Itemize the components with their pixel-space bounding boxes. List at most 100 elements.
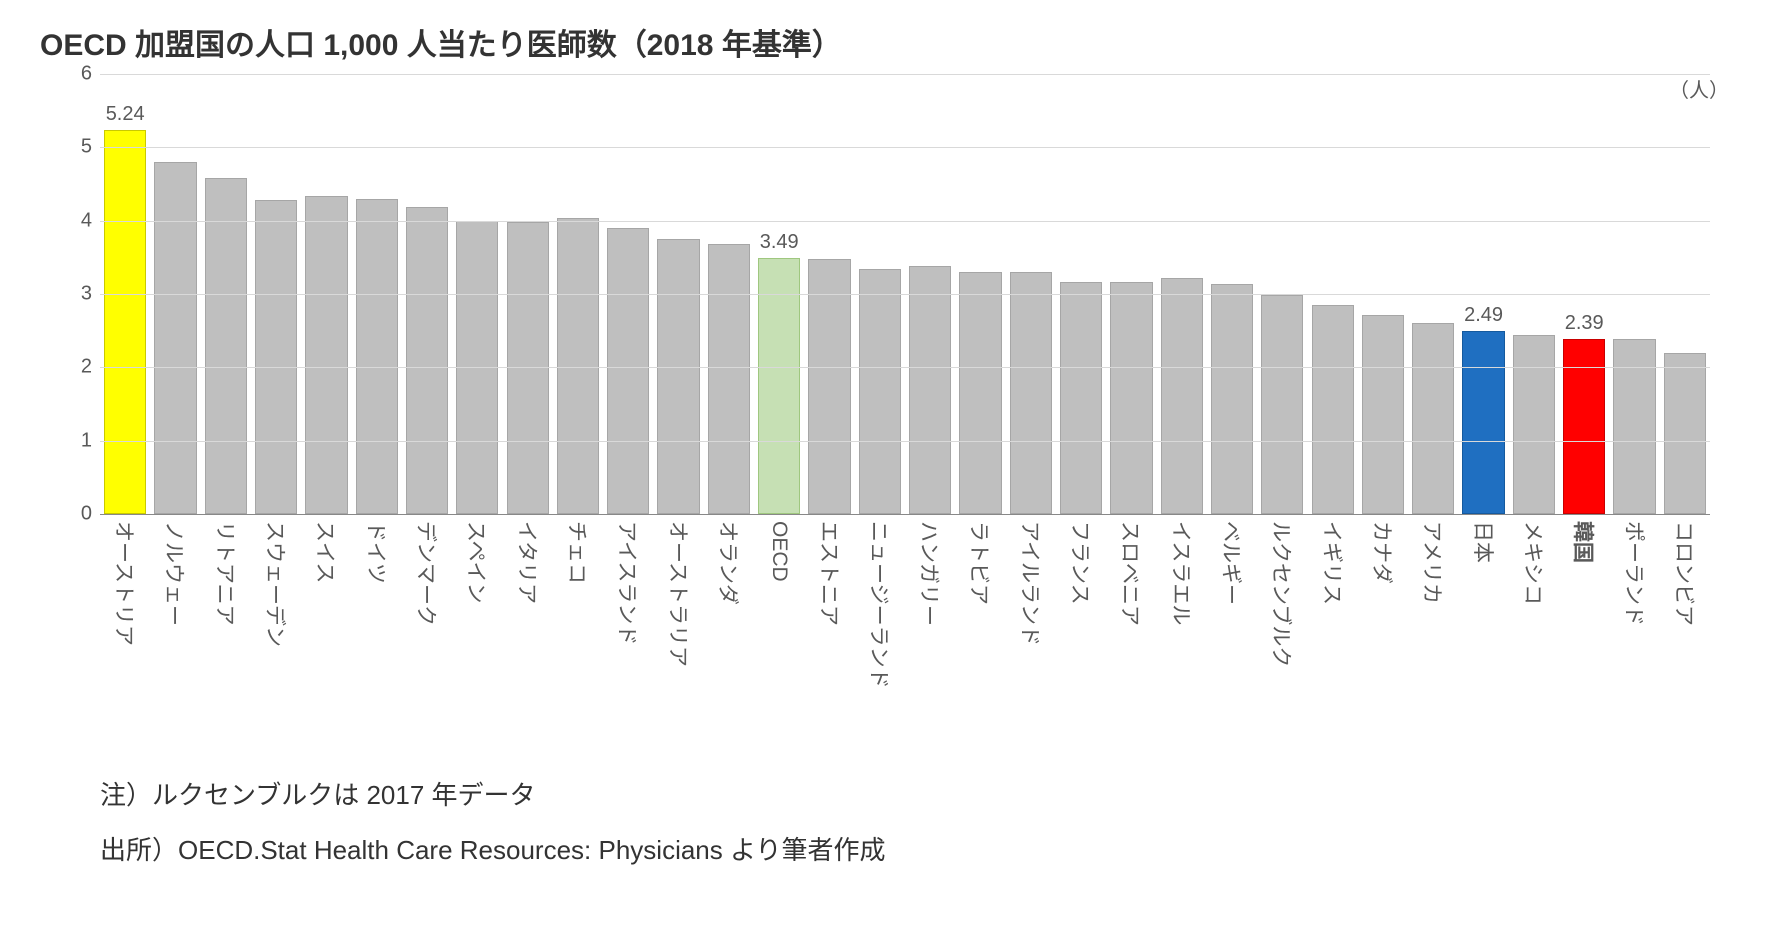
bar [1362, 315, 1404, 514]
bar [1412, 323, 1454, 514]
x-axis-category-label: アイルランド [1016, 521, 1046, 646]
x-axis-category-label: オランダ [714, 521, 744, 605]
x-label-slot: エストニア [804, 515, 854, 755]
x-axis-category-label: リトアニア [211, 521, 241, 626]
bar [1161, 278, 1203, 514]
x-axis-category-label: メキシコ [1519, 521, 1549, 605]
x-axis-category-label: ルクセンブルク [1267, 521, 1297, 667]
x-label-slot: オランダ [704, 515, 754, 755]
bar [1613, 339, 1655, 514]
x-axis-category-label: 韓国 [1569, 521, 1599, 563]
bar [859, 269, 901, 514]
bar [909, 266, 951, 514]
x-label-slot: フランス [1056, 515, 1106, 755]
grid-line [100, 367, 1710, 368]
x-axis-category-label: ドイツ [362, 521, 392, 584]
x-axis-category-label: エストニア [815, 521, 845, 626]
x-label-slot: 韓国 [1559, 515, 1609, 755]
bar [406, 207, 448, 514]
y-tick-label: 0 [81, 503, 100, 526]
bar [1312, 305, 1354, 514]
notes-block: 注）ルクセンブルクは 2017 年データ 出所）OECD.Stat Health… [100, 775, 1739, 867]
y-tick-label: 4 [81, 209, 100, 232]
x-label-slot: スイス [301, 515, 351, 755]
value-label: 5.24 [106, 103, 145, 126]
y-tick-label: 3 [81, 283, 100, 306]
value-label: 2.39 [1565, 312, 1604, 335]
x-axis-category-label: アイスランド [613, 521, 643, 645]
x-axis-category-label: オーストリア [110, 521, 140, 646]
bar [205, 178, 247, 514]
x-axis-category-label: スペイン [462, 521, 492, 604]
x-label-slot: チェコ [553, 515, 603, 755]
x-label-slot: リトアニア [201, 515, 251, 755]
y-tick-label: 2 [81, 356, 100, 379]
x-label-slot: スウェーデン [251, 515, 301, 755]
x-axis-category-label: フランス [1066, 521, 1096, 605]
bar [1211, 284, 1253, 514]
x-label-slot: スペイン [452, 515, 502, 755]
bar [657, 239, 699, 514]
x-label-slot: ラトビア [955, 515, 1005, 755]
x-label-slot: スロベニア [1106, 515, 1156, 755]
x-label-slot: ニュージーランド [855, 515, 905, 755]
bar [305, 196, 347, 514]
x-axis-category-label: ニュージーランド [865, 521, 895, 689]
value-label: 2.49 [1464, 304, 1503, 327]
x-axis-category-label: カナダ [1368, 521, 1398, 584]
grid-line [100, 441, 1710, 442]
bar [808, 259, 850, 514]
x-label-slot: オーストリア [100, 515, 150, 755]
note-line-2: 出所）OECD.Stat Health Care Resources: Phys… [100, 830, 1739, 867]
bar [104, 130, 146, 514]
x-label-slot: イギリス [1308, 515, 1358, 755]
grid-line [100, 294, 1710, 295]
bar [708, 244, 750, 514]
x-axis-category-label: ハンガリー [915, 521, 945, 626]
x-axis-category-label: スロベニア [1116, 521, 1146, 626]
bar [1462, 331, 1504, 514]
y-tick-label: 1 [81, 429, 100, 452]
bar [1563, 339, 1605, 514]
x-axis-category-label: コロンビア [1670, 521, 1700, 626]
x-label-slot: ポーランド [1609, 515, 1659, 755]
x-label-slot: アイルランド [1006, 515, 1056, 755]
x-axis-category-label: デンマーク [412, 521, 442, 626]
plot-region: 5.243.492.492.39 0123456 [100, 74, 1710, 515]
bar [1060, 282, 1102, 514]
bar [607, 228, 649, 514]
x-label-slot: ノルウェー [150, 515, 200, 755]
chart-title: OECD 加盟国の人口 1,000 人当たり医師数（2018 年基準） [40, 20, 1739, 64]
chart-area: （人） 5.243.492.492.39 0123456 オーストリアノルウェー… [40, 74, 1739, 755]
x-label-slot: アメリカ [1408, 515, 1458, 755]
x-label-slot: コロンビア [1660, 515, 1710, 755]
bar [557, 218, 599, 514]
note-line-1: 注）ルクセンブルクは 2017 年データ [100, 775, 1739, 812]
grid-line [100, 147, 1710, 148]
grid-line [100, 221, 1710, 222]
x-axis-category-label: アメリカ [1418, 521, 1448, 604]
x-label-slot: アイスランド [603, 515, 653, 755]
x-label-slot: オーストラリア [653, 515, 703, 755]
page-root: OECD 加盟国の人口 1,000 人当たり医師数（2018 年基準） （人） … [0, 0, 1779, 946]
x-axis-category-label: イスラエル [1167, 521, 1197, 625]
y-tick-label: 6 [81, 63, 100, 86]
bar [154, 162, 196, 514]
bar [959, 272, 1001, 514]
x-axis-category-label: ラトビア [965, 521, 995, 605]
x-label-slot: デンマーク [402, 515, 452, 755]
x-axis-category-label: ポーランド [1620, 521, 1650, 626]
x-axis-category-label: オーストラリア [664, 521, 694, 667]
bar [1664, 353, 1706, 514]
value-label: 3.49 [760, 231, 799, 254]
x-label-slot: イスラエル [1157, 515, 1207, 755]
x-axis-category-label: ノルウェー [160, 521, 190, 626]
bar [1110, 282, 1152, 514]
x-axis-category-label: チェコ [563, 521, 593, 584]
x-label-slot: カナダ [1358, 515, 1408, 755]
bar [255, 200, 297, 514]
x-axis-category-label: スウェーデン [261, 521, 291, 647]
bar [1010, 272, 1052, 514]
x-axis-category-label: 日本 [1469, 521, 1499, 563]
x-axis-category-label: イギリス [1318, 521, 1348, 605]
